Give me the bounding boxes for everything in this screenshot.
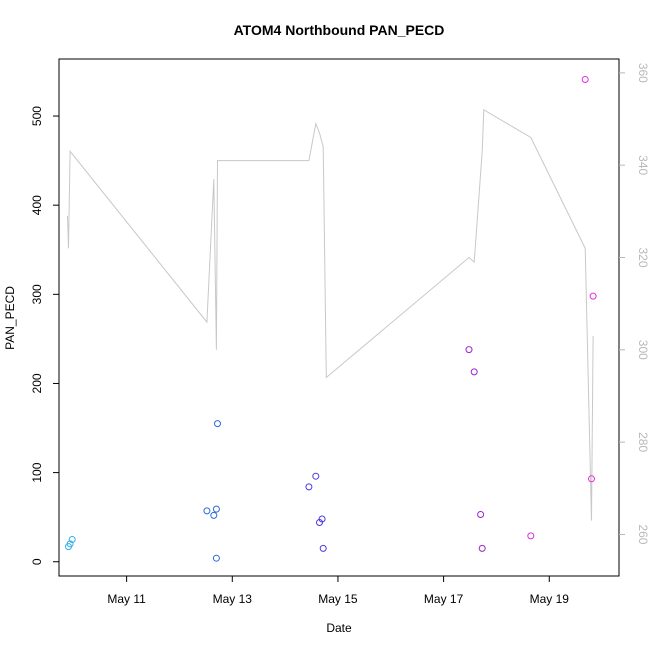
scatter-point bbox=[68, 536, 76, 543]
x-tick-label: May 19 bbox=[530, 592, 570, 606]
y-tick-label: 100 bbox=[30, 462, 44, 482]
y2-tick-label: 280 bbox=[636, 432, 650, 452]
scatter-point bbox=[212, 554, 220, 562]
scatter-point bbox=[319, 544, 327, 552]
scatter-point bbox=[203, 507, 211, 515]
scatter-point bbox=[66, 540, 74, 548]
plot-frame bbox=[58, 58, 620, 577]
y-tick-label: 400 bbox=[30, 195, 44, 215]
y-axis-label: PAN_PECD bbox=[3, 286, 17, 350]
scatter-point bbox=[210, 511, 218, 519]
y2-tick-label: 360 bbox=[636, 63, 650, 83]
x-tick-label: May 15 bbox=[318, 592, 358, 606]
x-axis: May 11 May 13 May 15 May 17 May 19 bbox=[107, 576, 569, 606]
scatter-point bbox=[589, 292, 597, 300]
scatter-point bbox=[212, 505, 220, 513]
y-tick-label: 300 bbox=[30, 284, 44, 304]
line-series-layer bbox=[67, 108, 594, 521]
scatter-point bbox=[465, 346, 473, 354]
y-axis-left: 0 100 200 300 400 500 bbox=[30, 106, 59, 565]
scatter-point bbox=[478, 544, 486, 552]
y-tick-label: 0 bbox=[30, 558, 44, 565]
scatter-point bbox=[581, 76, 589, 83]
y2-tick-label: 320 bbox=[636, 247, 650, 267]
y-tick-label: 500 bbox=[30, 106, 44, 126]
scatter-point bbox=[318, 515, 326, 523]
line-series-right bbox=[67, 108, 594, 521]
points-layer bbox=[65, 76, 597, 562]
x-tick-label: May 13 bbox=[213, 592, 253, 606]
x-tick-label: May 17 bbox=[424, 592, 464, 606]
y2-tick-label: 300 bbox=[636, 340, 650, 360]
x-tick-label: May 11 bbox=[107, 592, 146, 606]
scatter-point bbox=[312, 472, 320, 480]
y-axis-right: 260 280 300 320 340 360 bbox=[619, 63, 650, 545]
y2-tick-label: 340 bbox=[636, 155, 650, 175]
y2-tick-label: 260 bbox=[636, 524, 650, 544]
scatter-point bbox=[477, 511, 485, 518]
x-axis-label: Date bbox=[326, 621, 352, 635]
y-tick-label: 200 bbox=[30, 373, 44, 393]
chart-title: ATOM4 Northbound PAN_PECD bbox=[234, 22, 445, 38]
scatter-point bbox=[214, 420, 221, 428]
scatter-point bbox=[470, 368, 478, 376]
scatter-point bbox=[588, 475, 595, 483]
scatter-point bbox=[527, 532, 535, 540]
scatter-point bbox=[305, 483, 313, 491]
